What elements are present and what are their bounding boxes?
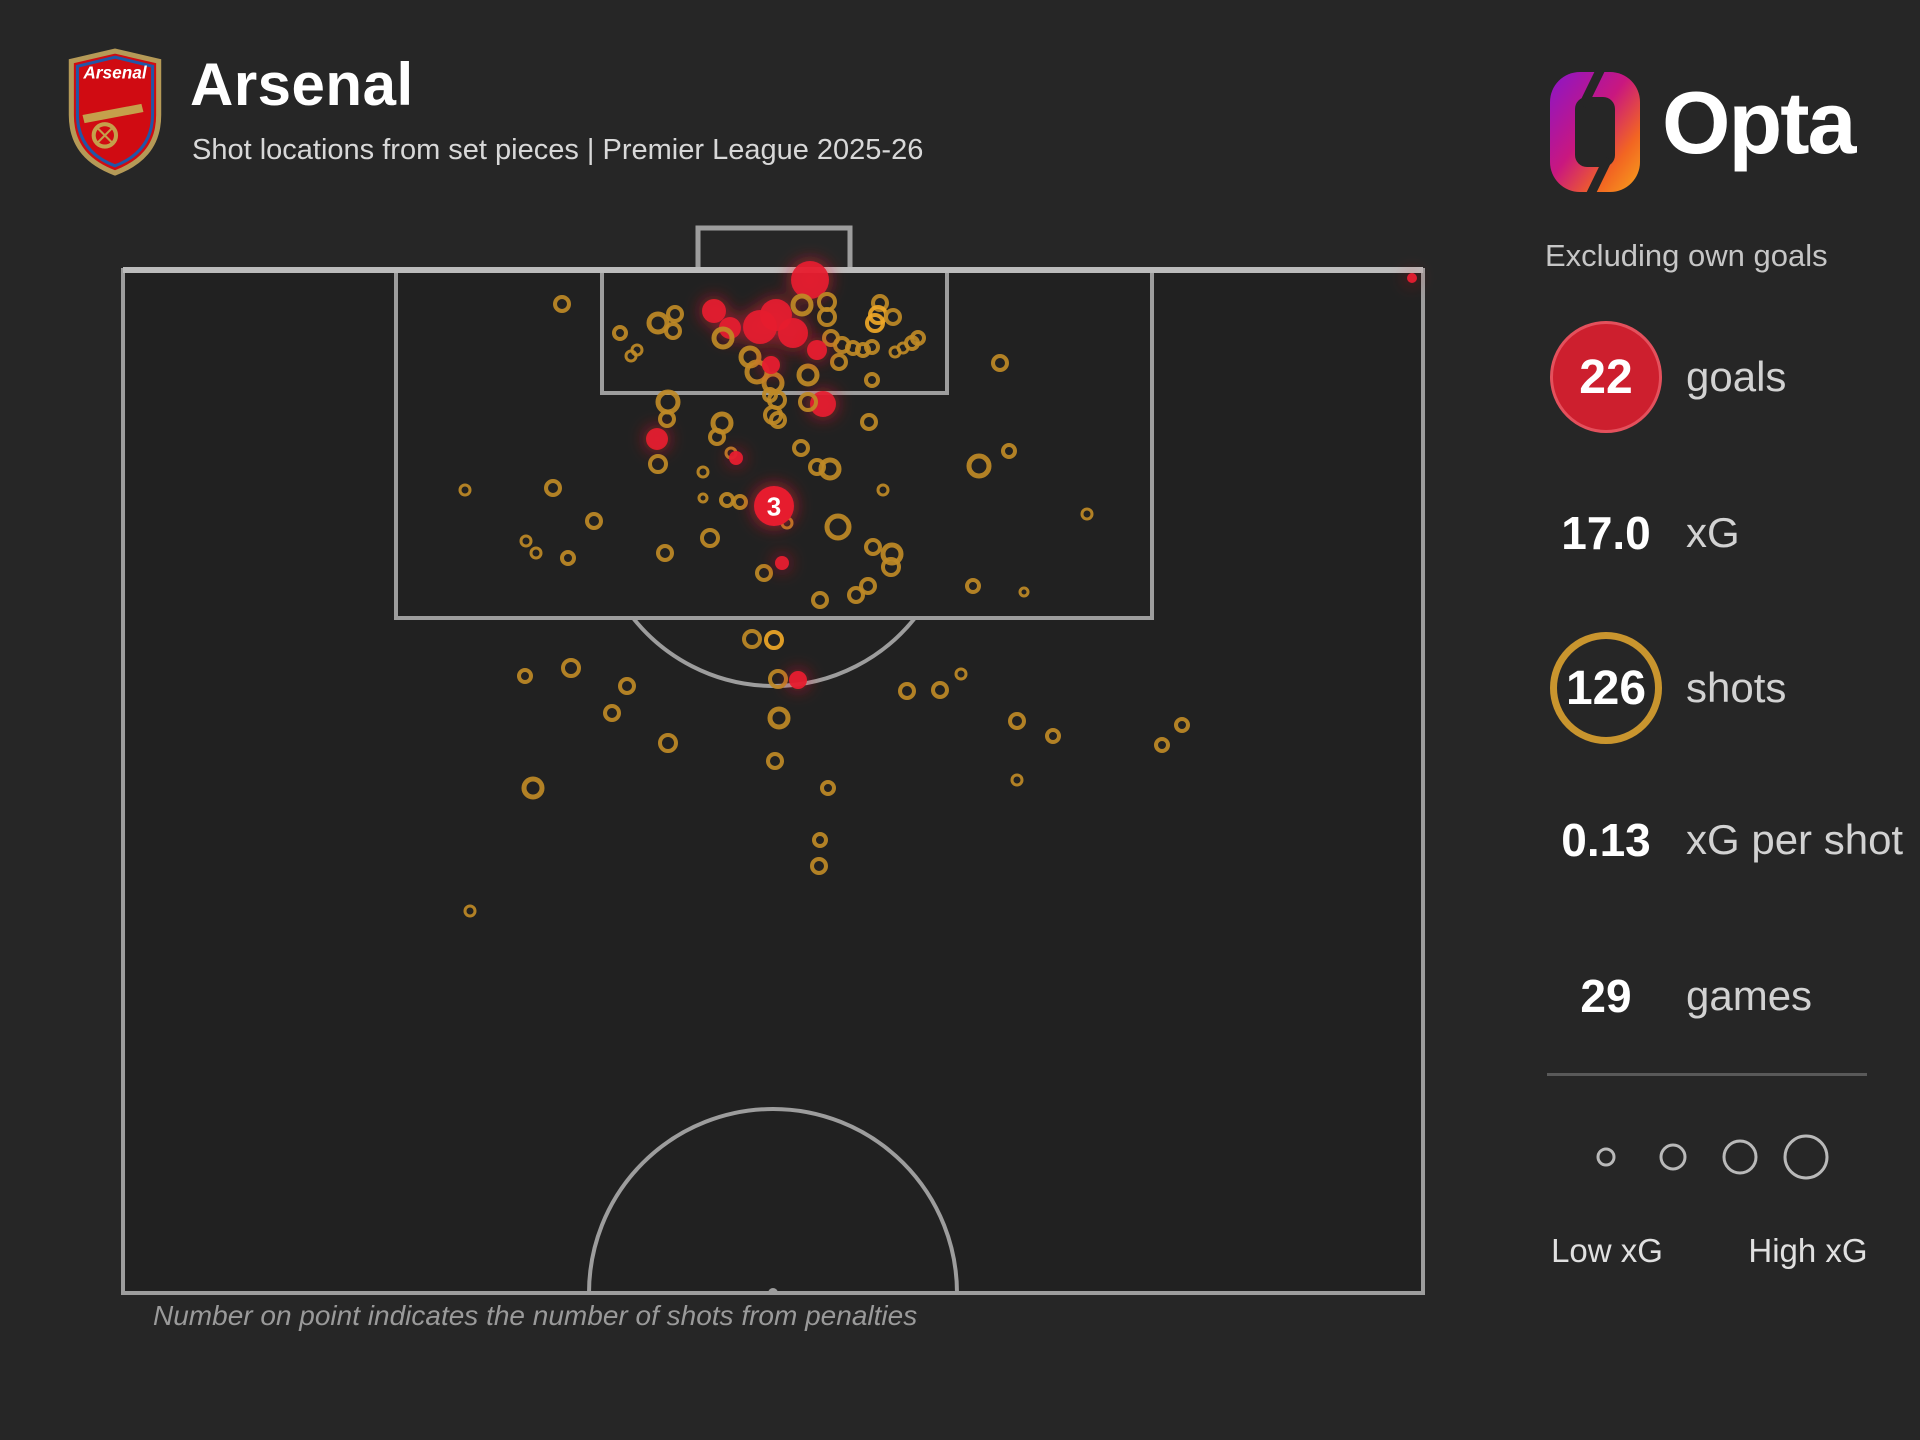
shots-value: 126 (1565, 661, 1647, 715)
shots-badge: 126 (1550, 632, 1662, 744)
shots-label: shots (1686, 664, 1787, 711)
games-label: games (1686, 972, 1813, 1019)
footnote: Number on point indicates the number of … (153, 1300, 918, 1331)
xg-value: 17.0 (1561, 507, 1651, 559)
stat-goals: 22 goals (1550, 321, 1920, 433)
opta-wordmark: Opta (1662, 73, 1856, 172)
goals-badge: 22 (1550, 321, 1662, 433)
page-subtitle: Shot locations from set pieces | Premier… (192, 134, 924, 166)
arsenal-crest: Arsenal (68, 48, 162, 176)
stat-shots: 126 shots (1550, 632, 1920, 744)
goals-label: goals (1686, 353, 1787, 400)
stat-xg: 17.0 xG (1550, 477, 1920, 589)
stats-note: Excluding own goals (1545, 238, 1828, 273)
goals-value: 22 (1579, 350, 1633, 404)
xg-label: xG (1686, 509, 1740, 556)
xg-per-shot-value: 0.13 (1561, 814, 1651, 866)
legend-high-label: High xG (1748, 1232, 1868, 1269)
legend-low-label: Low xG (1551, 1232, 1663, 1269)
opta-logo-icon (1550, 70, 1640, 194)
stat-games: 29 games (1550, 940, 1920, 1052)
crest-wordmark: Arsenal (82, 62, 147, 82)
xg-per-shot-label: xG per shot (1686, 816, 1904, 863)
size-legend (1596, 1134, 1829, 1180)
goal-dots-small (729, 273, 1417, 689)
page-title: Arsenal (190, 51, 414, 118)
stat-xg-per-shot: 0.13 xG per shot (1550, 784, 1920, 896)
games-value: 29 (1580, 970, 1632, 1022)
panel-divider (1547, 1073, 1867, 1076)
penalty-marker-count: 3 (767, 491, 781, 521)
pitch-lines (121, 225, 1425, 1295)
penalty-marker: 3 (754, 486, 794, 526)
shot-rings (458, 292, 1190, 918)
